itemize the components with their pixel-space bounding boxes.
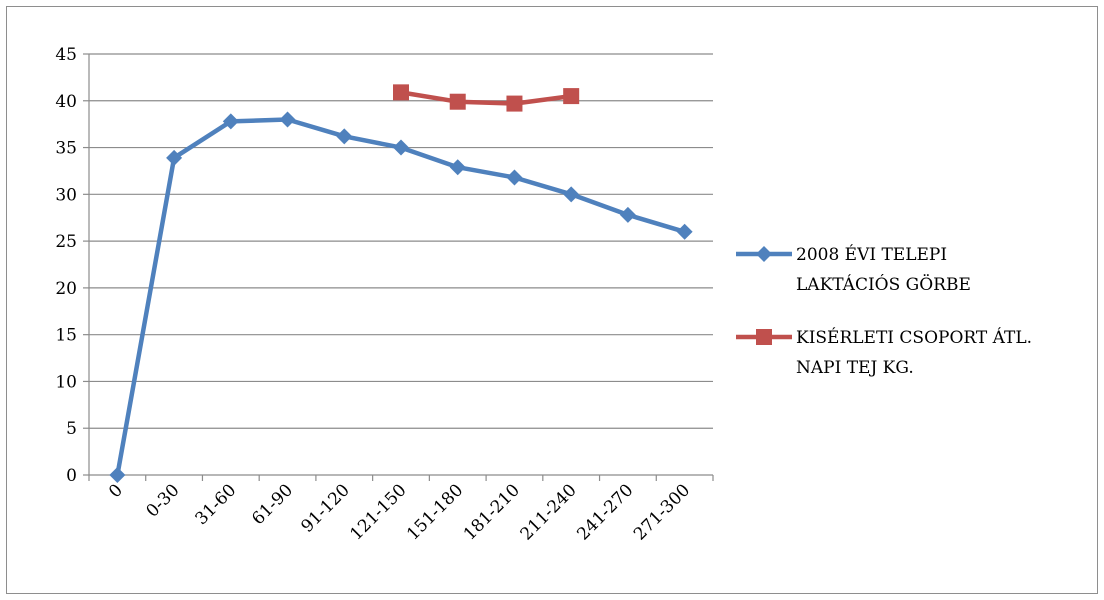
y-tick-label: 10 — [55, 372, 77, 392]
legend-label: KISÉRLETI CSOPORT ÁTL. — [796, 327, 1032, 348]
series-line — [400, 90, 572, 106]
x-tick-label: 61-90 — [248, 480, 297, 529]
legend-entry-2: KISÉRLETI CSOPORT ÁTL. NAPI TEJ KG. — [736, 327, 1032, 378]
series-2 — [393, 84, 580, 112]
series-line — [115, 117, 686, 476]
data-point — [563, 88, 580, 105]
y-tick-label: 40 — [55, 92, 77, 112]
data-point — [336, 128, 353, 145]
y-tick-label: 30 — [55, 185, 77, 205]
legend: 2008 ÉVI TELEPI LAKTÁCIÓS GÖRBE KISÉRLETI … — [736, 244, 1032, 378]
x-tick-label: 181-210 — [460, 480, 524, 544]
legend-marker — [756, 329, 772, 345]
y-tick-label: 15 — [55, 326, 77, 346]
data-point — [166, 149, 183, 166]
x-tick-label: 271-300 — [630, 480, 694, 544]
data-point — [449, 159, 466, 176]
data-point — [506, 169, 523, 186]
y-tick-label: 5 — [66, 419, 77, 439]
data-point — [279, 111, 296, 128]
data-point — [676, 223, 693, 240]
y-tick-label: 45 — [55, 45, 77, 65]
y-tick-labels: 0 5 10 15 20 25 30 35 40 45 — [55, 45, 77, 486]
x-tick-label: 0 — [105, 480, 127, 502]
y-tick-label: 35 — [55, 139, 77, 159]
data-point — [506, 95, 523, 112]
axes — [83, 53, 714, 481]
data-point — [619, 206, 636, 223]
data-point — [393, 139, 409, 156]
x-tick-label: 121-150 — [346, 480, 410, 544]
data-point — [222, 113, 239, 130]
x-tick-label: 151-180 — [403, 480, 467, 544]
legend-marker — [756, 246, 772, 262]
x-tick-label: 211-240 — [517, 480, 581, 544]
series-1 — [109, 111, 693, 483]
legend-label: 2008 ÉVI TELEPI — [796, 244, 947, 265]
data-point — [393, 84, 409, 101]
legend-label: NAPI TEJ KG. — [796, 358, 914, 378]
data-point — [109, 467, 126, 483]
x-tick-label: 31-60 — [192, 480, 241, 529]
y-tick-label: 0 — [66, 466, 77, 486]
y-tick-label: 25 — [55, 232, 77, 252]
legend-entry-1: 2008 ÉVI TELEPI LAKTÁCIÓS GÖRBE — [736, 244, 971, 295]
x-tick-labels: 0 0-30 31-60 61-90 91-120121-150151-180181-2… — [105, 480, 694, 544]
series — [109, 84, 693, 483]
data-point — [563, 186, 580, 203]
x-tick-label: 0-30 — [142, 480, 183, 521]
legend-label: LAKTÁCIÓS GÖRBE — [796, 274, 971, 295]
chart-area: 0 5 10 15 20 25 30 35 40 45 0 0-30 31-60 61-90 91-120… — [6, 6, 1098, 594]
gridlines — [89, 53, 713, 429]
line-chart: 0 5 10 15 20 25 30 35 40 45 0 0-30 31-60 61-90 91-120… — [55, 45, 1032, 544]
x-tick-label: 91-120 — [297, 480, 353, 536]
x-tick-label: 241-270 — [573, 480, 637, 544]
y-tick-label: 20 — [55, 279, 77, 299]
data-point — [449, 93, 466, 110]
